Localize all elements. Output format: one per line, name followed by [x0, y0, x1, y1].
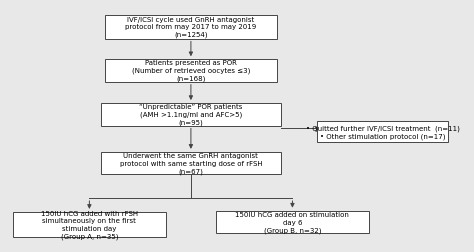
FancyBboxPatch shape [216, 211, 369, 233]
Text: Underwent the same GnRH antagonist
protocol with same starting dose of rFSH
(n=6: Underwent the same GnRH antagonist proto… [119, 153, 262, 174]
FancyBboxPatch shape [105, 16, 277, 39]
FancyBboxPatch shape [100, 104, 281, 126]
Text: 150IU hCG added on stimulation
day 6
(Group B, n=32): 150IU hCG added on stimulation day 6 (Gr… [236, 211, 349, 233]
Text: • Quitted further IVF/ICSI treatment  (n=11)
• Other stimulation protocol (n=17): • Quitted further IVF/ICSI treatment (n=… [306, 125, 460, 139]
Text: “Unpredictable” POR patients
(AMH >1.1ng/ml and AFC>5)
(n=95): “Unpredictable” POR patients (AMH >1.1ng… [139, 104, 243, 126]
Text: IVF/ICSI cycle used GnRH antagonist
protocol from may 2017 to may 2019
(n=1254): IVF/ICSI cycle used GnRH antagonist prot… [125, 17, 256, 38]
FancyBboxPatch shape [317, 122, 448, 143]
Text: Patients presented as POR
(Number of retrieved oocytes ≤3)
(n=168): Patients presented as POR (Number of ret… [132, 60, 250, 82]
FancyBboxPatch shape [100, 152, 281, 175]
FancyBboxPatch shape [105, 60, 277, 82]
Text: 150IU hCG added with rFSH
simultaneously on the first
stimulation day
(Group A, : 150IU hCG added with rFSH simultaneously… [41, 210, 138, 239]
FancyBboxPatch shape [13, 212, 166, 237]
